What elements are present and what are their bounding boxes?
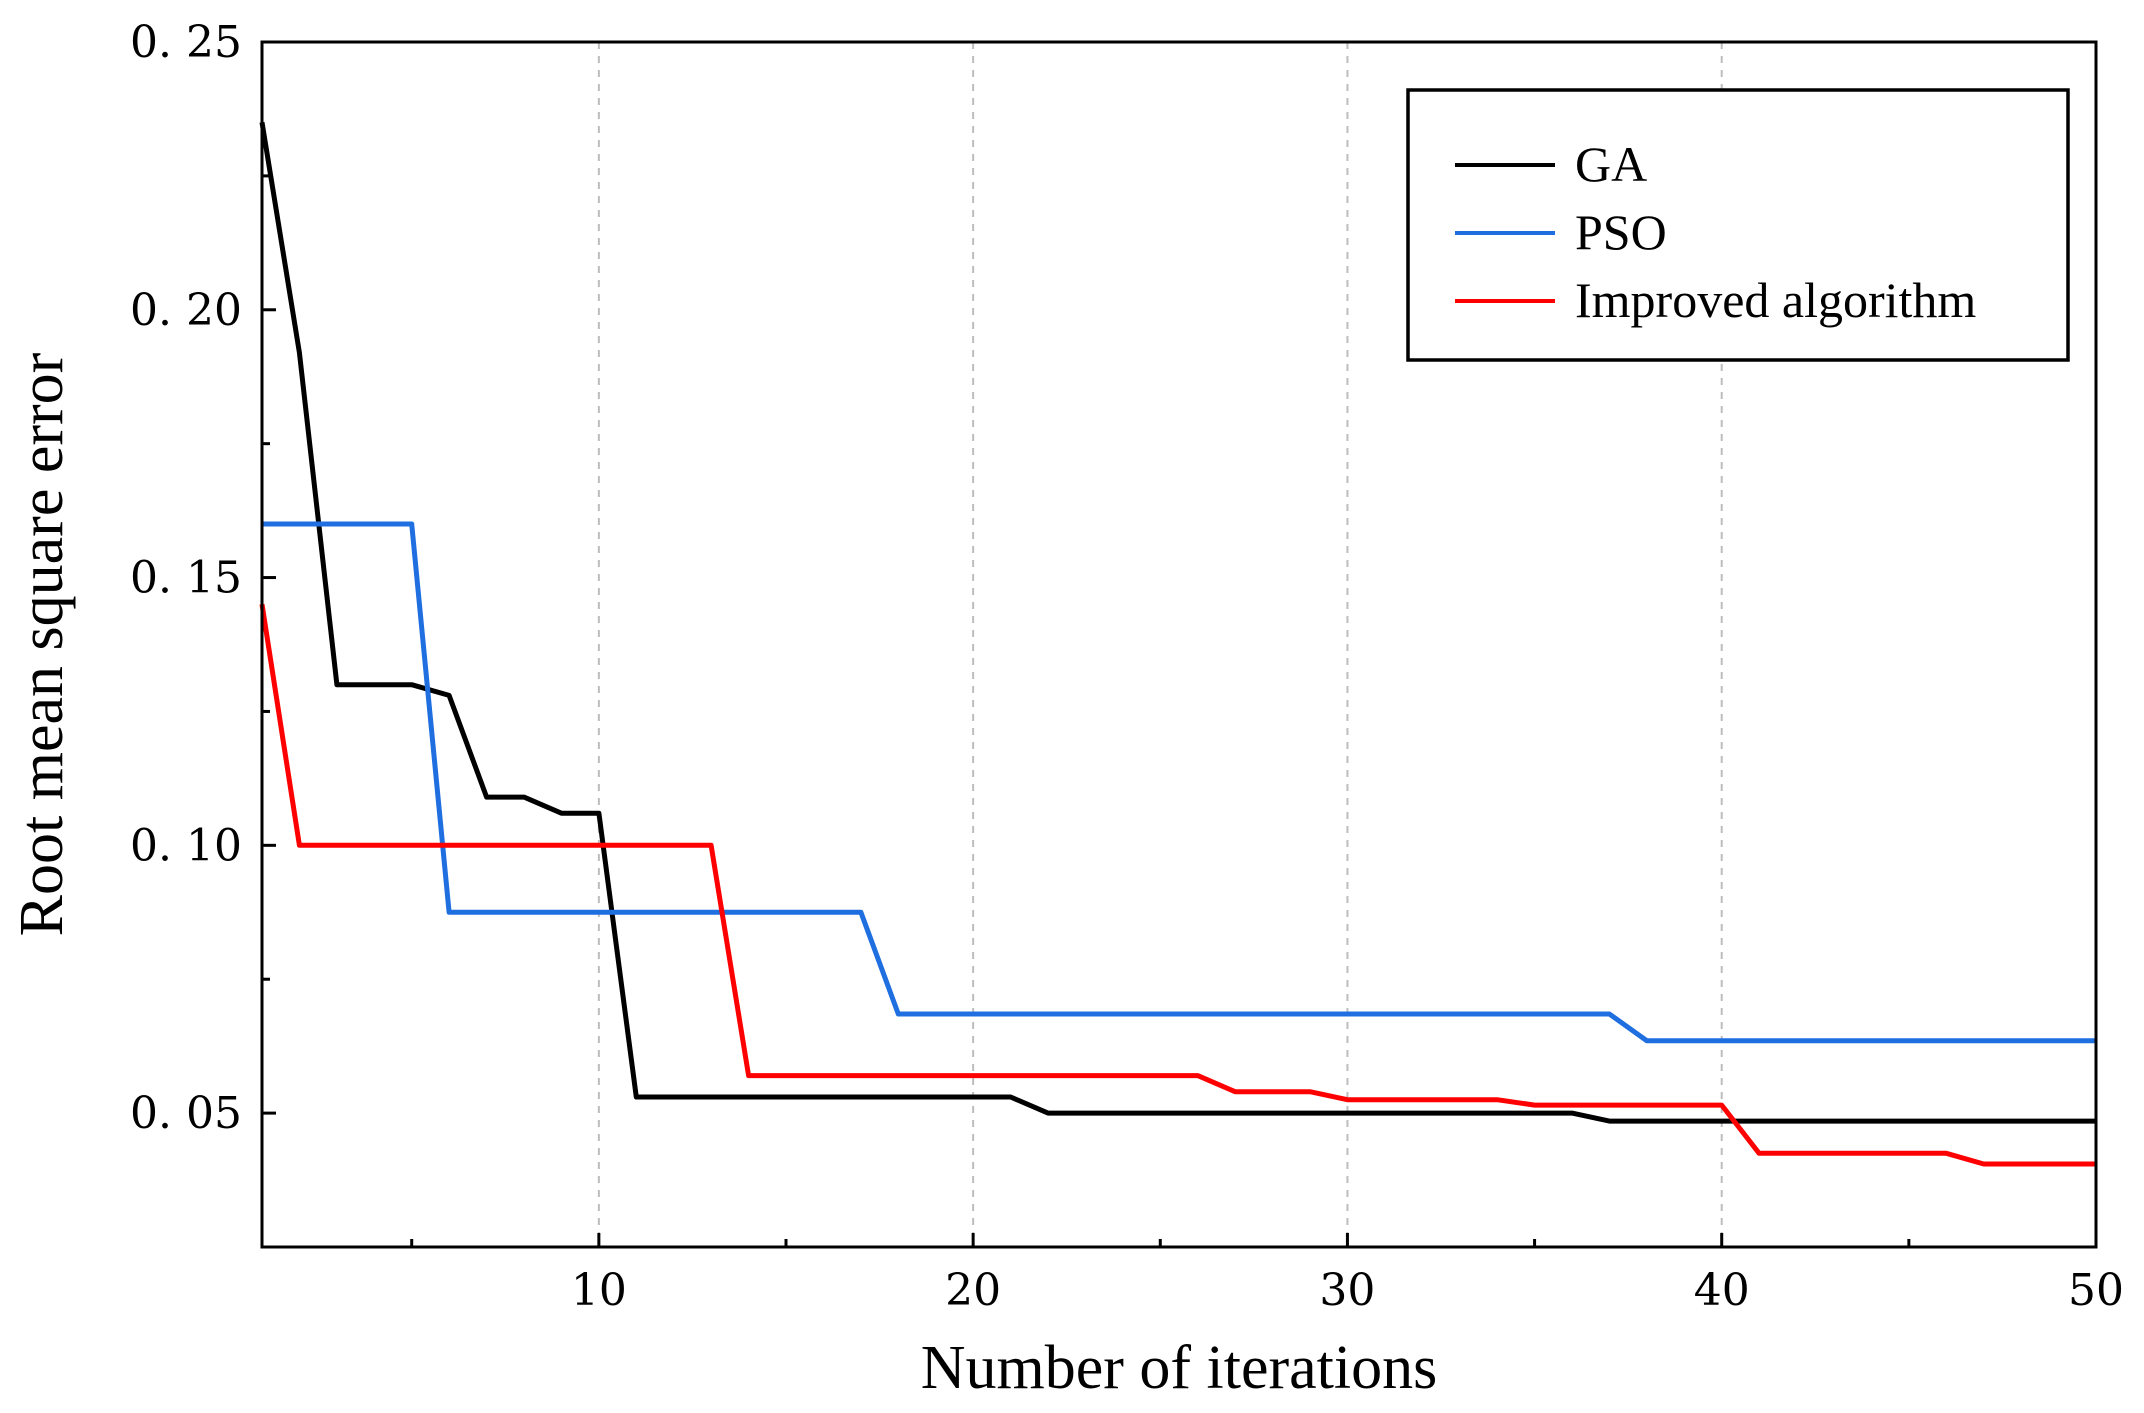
- series-line-ga: [259, 121, 2096, 1124]
- plot-frame: [260, 40, 2098, 1249]
- legend-box: [1406, 88, 2070, 362]
- y-tick-label-0.05: 0. 05: [130, 1088, 242, 1139]
- x-tick-label-50: 50: [2068, 1265, 2124, 1316]
- axis-tick-labels: 10 20 30 40 50 0. 05 0. 10 0. 15 0. 20 0. 25: [130, 17, 2124, 1316]
- axis-ticks: [262, 40, 2098, 1247]
- x-tick-label-40: 40: [1694, 1265, 1750, 1316]
- legend: GA PSO Improved algorithm: [1406, 88, 2070, 362]
- x-tick-label-10: 10: [571, 1265, 627, 1316]
- series-line-improved-algorithm: [259, 603, 2096, 1167]
- y-tick-label-0.15: 0. 15: [130, 553, 242, 604]
- legend-label-ga: GA: [1575, 136, 1647, 192]
- y-tick-label-0.25: 0. 25: [130, 17, 242, 68]
- series-line-pso: [262, 521, 2096, 1044]
- y-axis-title: Root mean square error: [8, 352, 76, 936]
- x-axis-title: Number of iterations: [921, 1334, 1438, 1402]
- y-tick-label-0.2: 0. 20: [130, 285, 242, 336]
- series-lines: [259, 121, 2096, 1167]
- x-tick-label-20: 20: [945, 1265, 1001, 1316]
- x-tick-label-30: 30: [1319, 1265, 1375, 1316]
- y-tick-label-0.1: 0. 10: [130, 820, 242, 871]
- legend-label-pso: PSO: [1575, 204, 1667, 260]
- legend-label-improved: Improved algorithm: [1575, 272, 1976, 328]
